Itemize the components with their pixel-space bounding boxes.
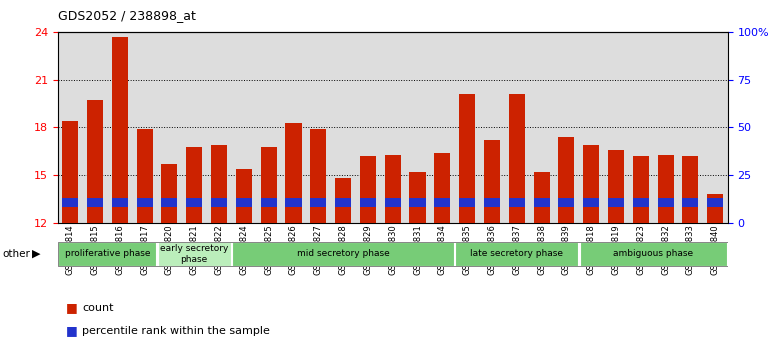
Bar (335, 198, 351, 207)
Bar (112, 37, 128, 223)
Bar (286, 123, 302, 223)
Text: ambiguous phase: ambiguous phase (613, 250, 693, 258)
Text: mid secretory phase: mid secretory phase (296, 250, 390, 258)
Bar (534, 172, 550, 223)
Bar (558, 198, 574, 207)
Bar (158, 242, 231, 266)
Bar (434, 153, 450, 223)
Bar (385, 198, 400, 207)
Bar (136, 129, 152, 223)
Bar (385, 154, 400, 223)
Text: other: other (2, 249, 30, 259)
Bar (186, 198, 203, 207)
Text: percentile rank within the sample: percentile rank within the sample (82, 326, 270, 336)
Bar (534, 198, 550, 207)
Bar (286, 198, 302, 207)
Bar (410, 198, 426, 207)
Bar (459, 198, 475, 207)
Bar (162, 164, 177, 223)
Bar (236, 198, 252, 207)
Bar (62, 198, 79, 207)
Text: ■: ■ (65, 302, 77, 314)
Bar (583, 198, 599, 207)
Bar (211, 198, 227, 207)
Bar (360, 156, 376, 223)
Bar (658, 198, 674, 207)
Bar (310, 129, 326, 223)
Bar (658, 154, 674, 223)
Bar (186, 147, 203, 223)
Bar (509, 198, 525, 207)
Text: ■: ■ (65, 325, 77, 337)
Bar (484, 198, 500, 207)
Bar (509, 94, 525, 223)
Text: ▶: ▶ (32, 249, 41, 259)
Bar (580, 242, 727, 266)
Bar (260, 147, 276, 223)
Bar (484, 140, 500, 223)
Bar (682, 156, 698, 223)
Text: proliferative phase: proliferative phase (65, 250, 150, 258)
Bar (583, 145, 599, 223)
Bar (62, 121, 79, 223)
Bar (162, 198, 177, 207)
Bar (633, 198, 649, 207)
Bar (434, 198, 450, 207)
Bar (112, 198, 128, 207)
Bar (360, 198, 376, 207)
Bar (59, 242, 156, 266)
Bar (459, 94, 475, 223)
Text: count: count (82, 303, 114, 313)
Bar (335, 178, 351, 223)
Bar (87, 198, 103, 207)
Text: late secretory phase: late secretory phase (470, 250, 564, 258)
Bar (236, 169, 252, 223)
Bar (707, 198, 723, 207)
Text: early secretory
phase: early secretory phase (160, 244, 229, 264)
Bar (558, 137, 574, 223)
Bar (707, 194, 723, 223)
Bar (608, 150, 624, 223)
Bar (410, 172, 426, 223)
Bar (136, 198, 152, 207)
Bar (633, 156, 649, 223)
Bar (682, 198, 698, 207)
Bar (211, 145, 227, 223)
Bar (608, 198, 624, 207)
Bar (233, 242, 454, 266)
Bar (87, 101, 103, 223)
Text: GDS2052 / 238898_at: GDS2052 / 238898_at (58, 9, 196, 22)
Bar (456, 242, 578, 266)
Bar (260, 198, 276, 207)
Bar (310, 198, 326, 207)
